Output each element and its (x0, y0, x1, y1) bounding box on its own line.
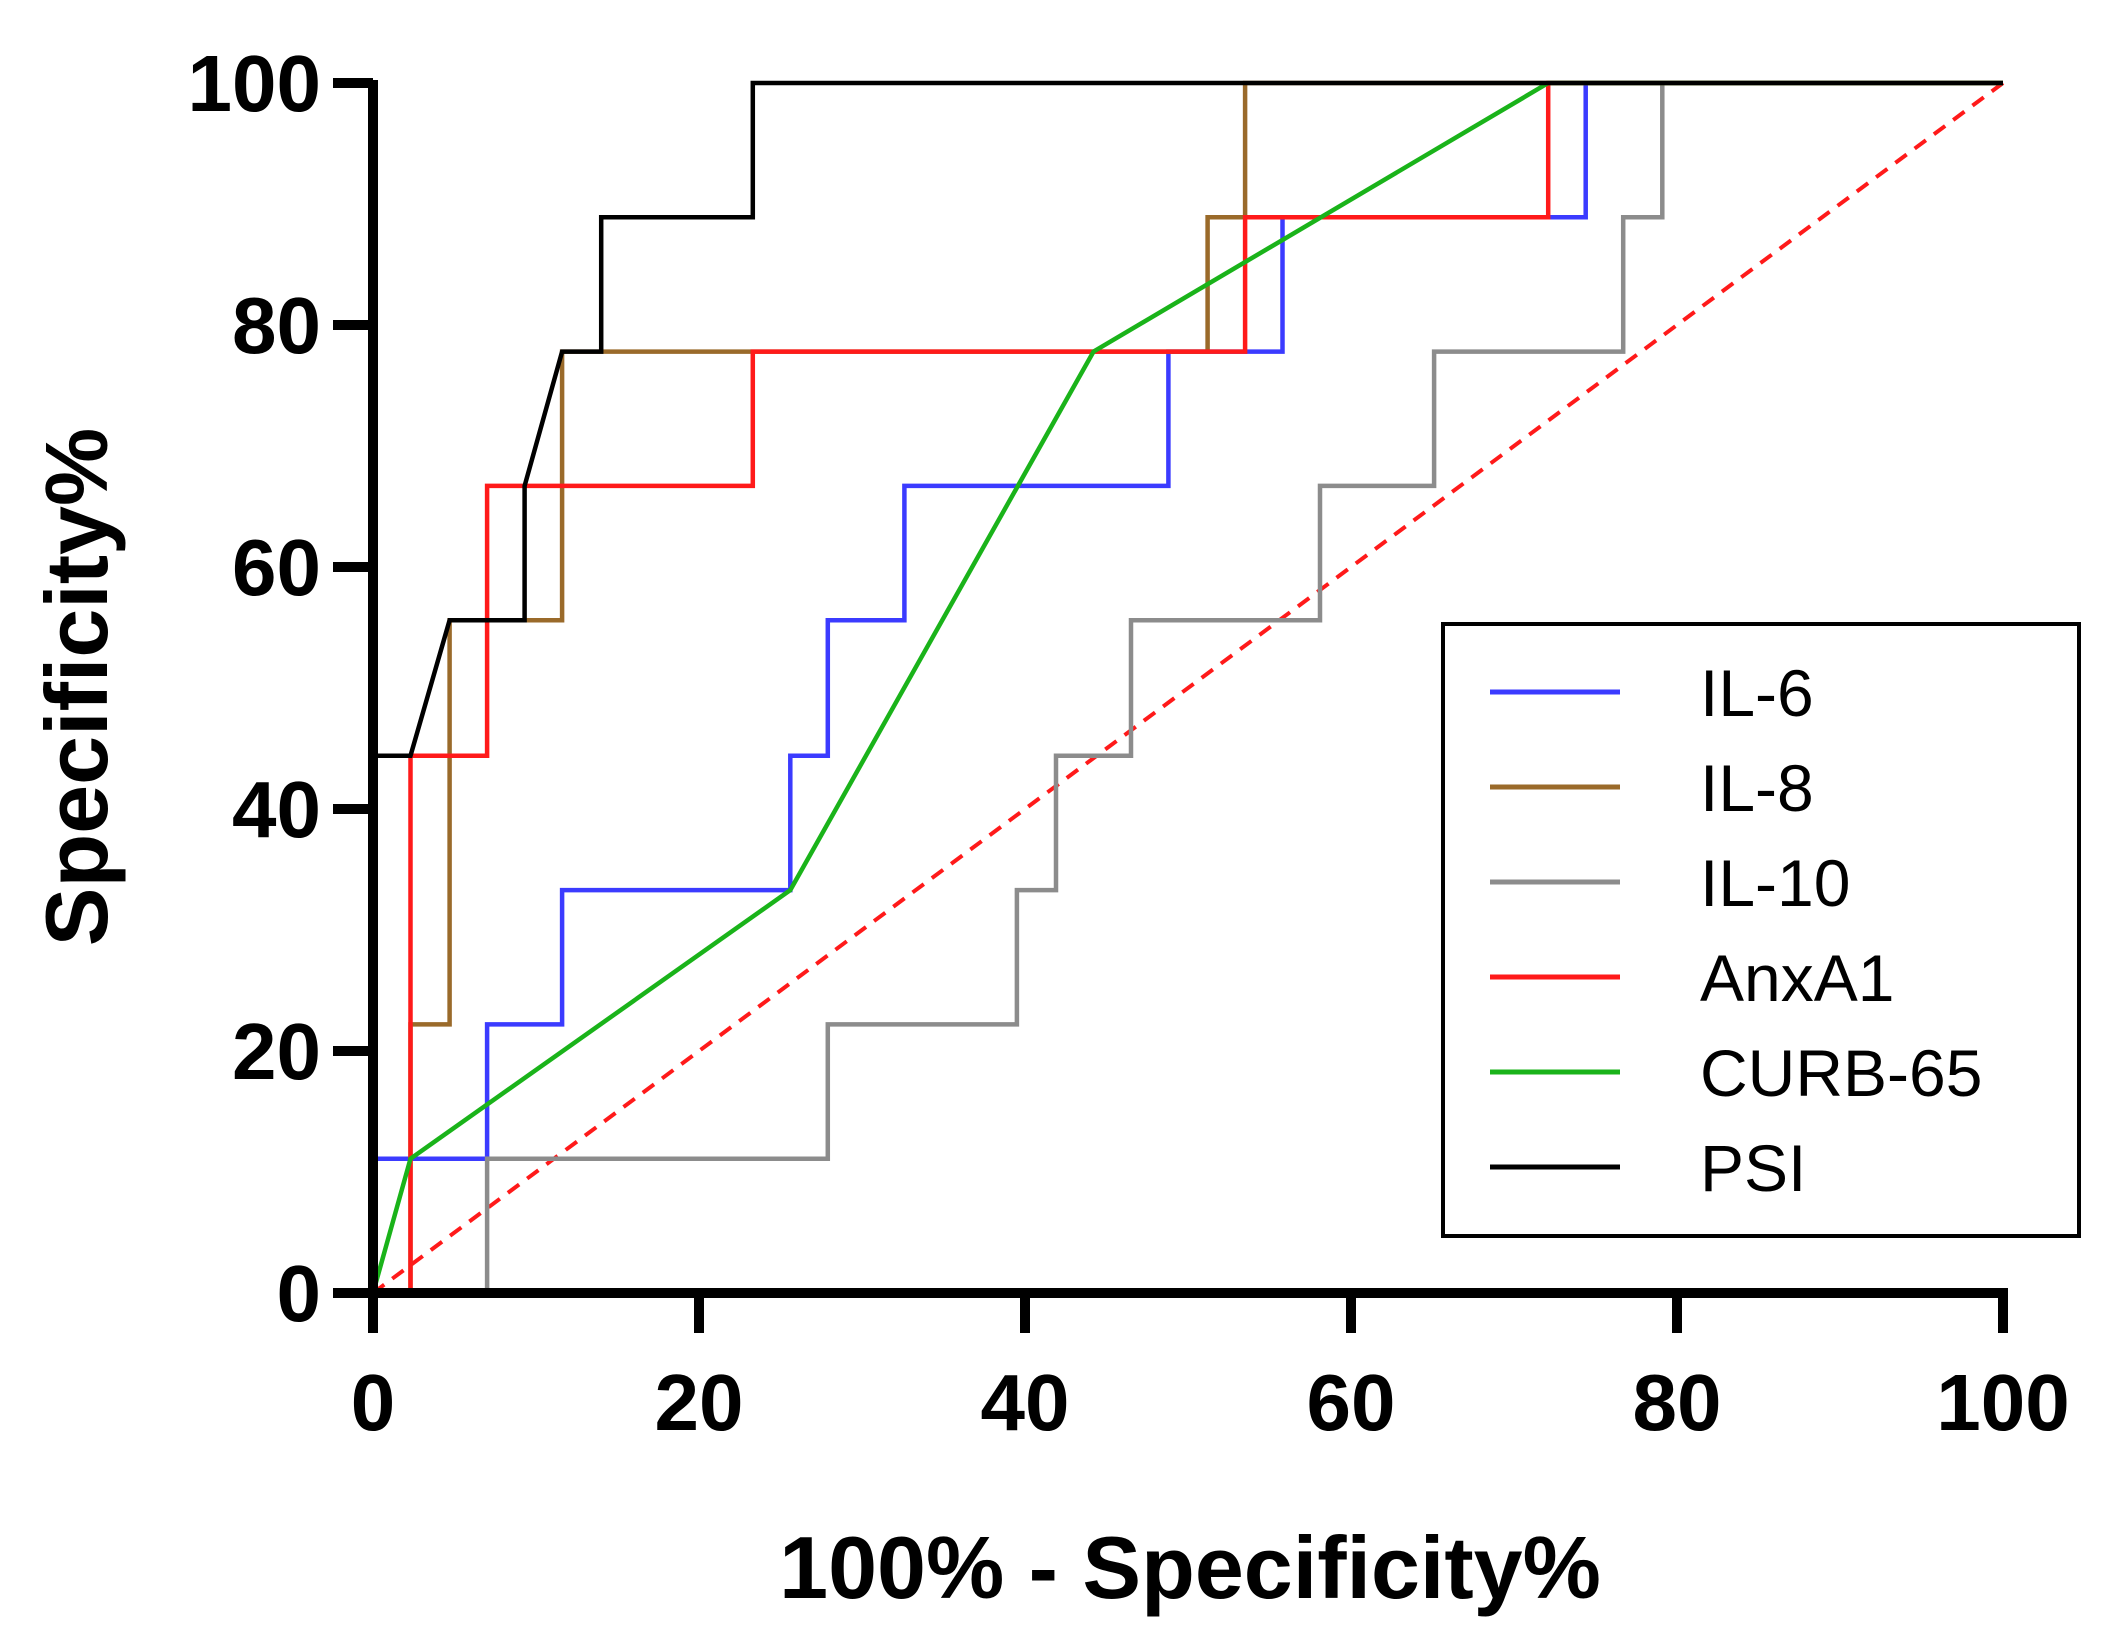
legend-label-curb-65: CURB-65 (1700, 1036, 1982, 1110)
legend-label-il-10: IL-10 (1700, 846, 1850, 920)
legend-label-il-8: IL-8 (1700, 751, 1814, 825)
x-tick-label: 80 (1633, 1358, 1722, 1447)
x-tick-label: 100 (1936, 1358, 2069, 1447)
legend-label-anxa1: AnxA1 (1700, 941, 1894, 1015)
y-tick-label: 100 (188, 39, 321, 128)
x-tick-label: 0 (351, 1358, 396, 1447)
legend-box (1441, 622, 2081, 1238)
reference-line (371, 81, 2005, 1295)
axes: 0 20 40 60 80 100 0 20 40 60 80 100 (188, 39, 2070, 1447)
x-tick-label: 40 (981, 1358, 1070, 1447)
y-tick-label: 40 (232, 765, 321, 854)
x-tick-label: 60 (1307, 1358, 1396, 1447)
legend: IL-6 IL-8 IL-10 AnxA1 CURB-65 PSI (1441, 622, 2081, 1238)
legend-label-il-6: IL-6 (1700, 656, 1814, 730)
series-line-il-10 (373, 80, 2003, 1296)
legend-label-psi: PSI (1700, 1131, 1806, 1205)
plot-area (370, 80, 2005, 1296)
series-line-psi (370, 80, 2003, 1293)
y-axis-title: Specificity% (27, 428, 126, 946)
y-tick-label: 60 (232, 523, 321, 612)
x-axis-title: 100% - Specificity% (779, 1518, 1601, 1617)
y-tick-label: 20 (232, 1007, 321, 1096)
y-tick-label: 0 (277, 1249, 322, 1338)
x-tick-label: 20 (655, 1358, 744, 1447)
series-line-anxa1 (408, 80, 2003, 1293)
y-tick-label: 80 (232, 281, 321, 370)
y-ticks: 0 20 40 60 80 100 (188, 39, 373, 1338)
x-ticks: 0 20 40 60 80 100 (351, 1293, 2070, 1447)
